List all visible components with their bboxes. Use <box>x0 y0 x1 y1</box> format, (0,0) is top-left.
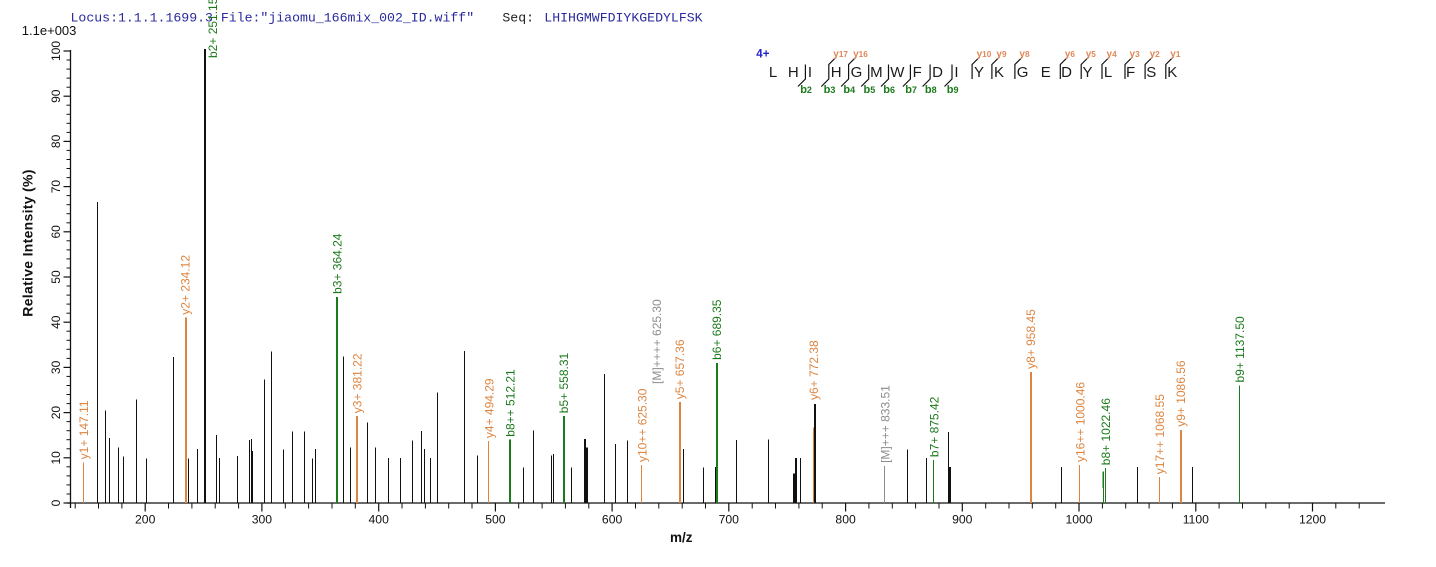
svg-text:30: 30 <box>49 360 63 374</box>
svg-text:10: 10 <box>49 451 63 465</box>
svg-text:b7+ 875.42: b7+ 875.42 <box>927 396 941 457</box>
svg-text:b2: b2 <box>800 84 812 96</box>
svg-text:L: L <box>769 64 777 81</box>
svg-text:y10: y10 <box>977 49 992 60</box>
svg-text:y3: y3 <box>1130 49 1141 60</box>
svg-text:Locus:1.1.1.1699.3 File:"jiaom: Locus:1.1.1.1699.3 File:"jiaomu_166mix_0… <box>71 10 475 25</box>
svg-text:y9+ 1086.56: y9+ 1086.56 <box>1174 360 1188 427</box>
svg-text:b9+ 1137.50: b9+ 1137.50 <box>1233 316 1247 383</box>
svg-text:[M]++++ 625.30: [M]++++ 625.30 <box>650 299 664 384</box>
svg-text:y5: y5 <box>1086 49 1097 60</box>
svg-text:y16++ 1000.46: y16++ 1000.46 <box>1073 382 1087 462</box>
svg-text:60: 60 <box>49 225 63 239</box>
svg-text:500: 500 <box>485 513 506 527</box>
svg-text:y1+ 147.11: y1+ 147.11 <box>77 400 91 459</box>
svg-text:700: 700 <box>719 513 740 527</box>
svg-text:D: D <box>932 64 943 81</box>
svg-text:b8+ 1022.46: b8+ 1022.46 <box>1099 398 1113 465</box>
svg-text:40: 40 <box>49 315 63 329</box>
svg-text:y17: y17 <box>833 49 848 60</box>
svg-text:b3+ 364.24: b3+ 364.24 <box>331 233 345 294</box>
svg-text:y4: y4 <box>1107 49 1118 60</box>
svg-text:400: 400 <box>369 513 390 527</box>
svg-text:1200: 1200 <box>1299 513 1326 527</box>
svg-text:y16: y16 <box>853 49 868 60</box>
svg-text:Y: Y <box>1082 64 1092 81</box>
svg-text:K: K <box>994 64 1004 81</box>
svg-text:L: L <box>1104 64 1112 81</box>
svg-text:300: 300 <box>252 513 273 527</box>
svg-text:Seq:: Seq: <box>502 10 534 25</box>
svg-text:Y: Y <box>974 64 984 81</box>
svg-text:1.1e+003: 1.1e+003 <box>22 23 77 38</box>
svg-text:D: D <box>1061 64 1072 81</box>
svg-text:600: 600 <box>602 513 623 527</box>
svg-text:K: K <box>1167 64 1177 81</box>
svg-text:20: 20 <box>49 406 63 420</box>
svg-text:b8++ 512.21: b8++ 512.21 <box>503 369 517 437</box>
svg-text:4+: 4+ <box>756 49 769 61</box>
svg-text:b5+ 558.31: b5+ 558.31 <box>557 352 571 413</box>
svg-text:80: 80 <box>49 134 63 148</box>
svg-text:I: I <box>954 64 958 81</box>
svg-text:M: M <box>870 64 883 81</box>
svg-text:[M]+++ 833.51: [M]+++ 833.51 <box>878 385 892 463</box>
svg-text:y17++ 1068.55: y17++ 1068.55 <box>1153 394 1167 474</box>
svg-text:H: H <box>788 64 799 81</box>
svg-text:I: I <box>808 64 812 81</box>
svg-text:LHIHGMWFDIYKGEDYLFSK: LHIHGMWFDIYKGEDYLFSK <box>544 10 702 25</box>
svg-text:S: S <box>1146 64 1156 81</box>
svg-text:0: 0 <box>49 499 63 506</box>
svg-text:b9: b9 <box>947 84 959 96</box>
svg-text:F: F <box>913 64 922 81</box>
svg-text:G: G <box>851 64 863 81</box>
svg-text:100: 100 <box>49 41 63 61</box>
svg-text:1000: 1000 <box>1065 513 1092 527</box>
svg-text:90: 90 <box>49 89 63 103</box>
svg-text:G: G <box>1017 64 1029 81</box>
svg-text:70: 70 <box>49 180 63 194</box>
svg-text:b3: b3 <box>824 84 836 96</box>
svg-text:50: 50 <box>49 270 63 284</box>
svg-text:900: 900 <box>952 513 973 527</box>
svg-text:E: E <box>1041 64 1051 81</box>
svg-text:y8: y8 <box>1019 49 1030 60</box>
svg-text:y2: y2 <box>1150 49 1161 60</box>
svg-text:y6+ 772.38: y6+ 772.38 <box>807 340 821 400</box>
svg-text:W: W <box>890 64 905 81</box>
svg-text:y4+ 494.29: y4+ 494.29 <box>482 378 496 438</box>
svg-text:b2+ 251.15: b2+ 251.15 <box>206 0 220 58</box>
svg-text:F: F <box>1126 64 1135 81</box>
svg-text:y9: y9 <box>996 49 1007 60</box>
svg-text:H: H <box>831 64 842 81</box>
svg-text:b6+ 689.35: b6+ 689.35 <box>710 299 724 360</box>
svg-text:200: 200 <box>135 513 156 527</box>
svg-text:b6: b6 <box>883 84 895 96</box>
svg-text:m/z: m/z <box>670 530 693 545</box>
svg-text:y1: y1 <box>1170 49 1181 60</box>
svg-text:y6: y6 <box>1065 49 1076 60</box>
svg-text:b7: b7 <box>905 84 917 96</box>
svg-text:y3+ 381.22: y3+ 381.22 <box>350 353 364 413</box>
svg-text:y8+ 958.45: y8+ 958.45 <box>1024 309 1038 369</box>
svg-text:y5+ 657.36: y5+ 657.36 <box>673 339 687 399</box>
svg-text:b4: b4 <box>843 84 855 96</box>
svg-text:1100: 1100 <box>1183 513 1209 527</box>
svg-text:b5: b5 <box>864 84 876 96</box>
svg-text:Relative Intensity (%): Relative Intensity (%) <box>20 169 36 316</box>
svg-text:b8: b8 <box>925 84 937 96</box>
svg-text:800: 800 <box>835 513 856 527</box>
svg-text:y2+ 234.12: y2+ 234.12 <box>179 255 193 315</box>
svg-text:y10++ 625.30: y10++ 625.30 <box>635 388 649 462</box>
